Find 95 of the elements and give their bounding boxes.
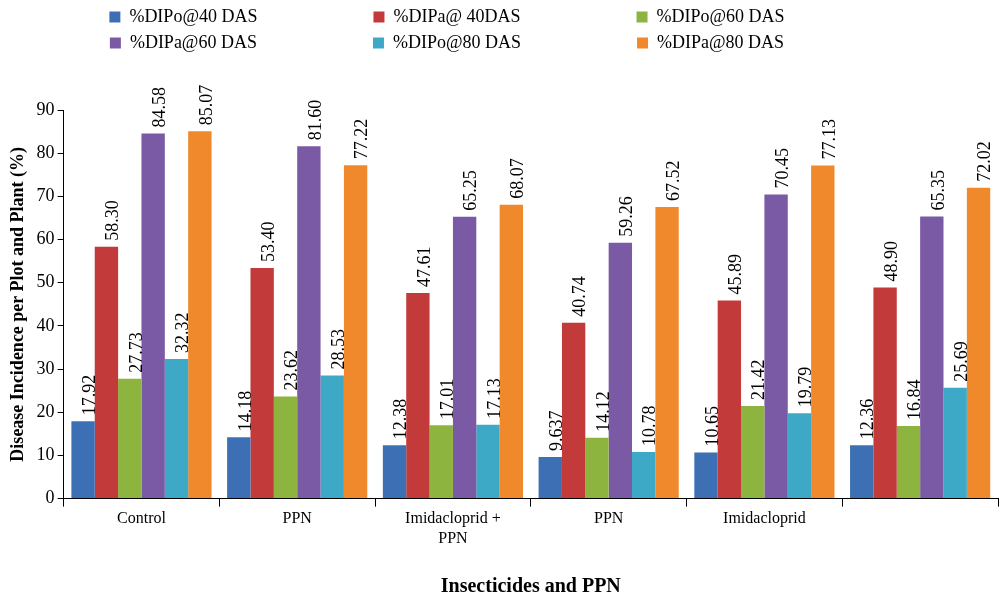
data-label: 72.02 <box>974 141 995 182</box>
bar <box>873 287 897 499</box>
bar <box>499 204 524 499</box>
data-label: 32.32 <box>172 312 193 354</box>
bar <box>188 131 212 499</box>
bar <box>694 452 718 499</box>
data-label: 68.07 <box>507 158 528 199</box>
bar <box>896 425 921 499</box>
data-label: 16.84 <box>904 379 925 420</box>
data-label: 65.35 <box>927 169 948 211</box>
bar <box>406 293 430 499</box>
bar <box>717 300 742 499</box>
data-label: 81.60 <box>304 99 325 141</box>
data-label: 28.53 <box>327 328 348 370</box>
x-tick-label: Imidacloprid <box>723 509 806 528</box>
bar <box>850 445 874 499</box>
bar <box>608 242 633 499</box>
bar <box>227 437 251 499</box>
bar <box>632 452 656 499</box>
bar <box>585 437 609 499</box>
bar <box>452 216 477 499</box>
x-axis-title: Insecticides and PPN <box>440 574 622 597</box>
y-tick-label: 10 <box>36 444 55 465</box>
y-tick-label: 40 <box>36 314 55 335</box>
data-label: 12.36 <box>857 398 878 440</box>
bar <box>811 165 835 499</box>
data-label: 48.90 <box>880 240 901 282</box>
bar <box>164 359 189 499</box>
y-tick-label: 0 <box>45 487 55 508</box>
y-tick-label: 20 <box>36 400 55 421</box>
bar <box>655 207 679 499</box>
data-label: 19.79 <box>795 366 816 408</box>
data-label: 67.52 <box>662 160 683 202</box>
bar <box>920 216 944 499</box>
data-label: 10.65 <box>701 406 722 447</box>
data-label: 84.58 <box>148 86 169 128</box>
y-tick-label: 60 <box>36 228 55 249</box>
data-label: 10.78 <box>639 405 660 447</box>
bar <box>741 406 765 499</box>
bar <box>764 194 788 499</box>
data-label: 70.45 <box>771 147 792 189</box>
data-label: 77.22 <box>351 118 372 160</box>
legend-label: %DIPa@ 40DAS <box>393 5 629 26</box>
bar <box>382 445 407 499</box>
data-label: 59.26 <box>616 196 637 237</box>
data-label: 21.42 <box>748 359 769 401</box>
data-label: 25.69 <box>950 341 971 382</box>
data-label: 9.637 <box>546 410 566 451</box>
x-tick-label: PPN <box>593 509 624 527</box>
data-label: 65.25 <box>460 170 481 211</box>
data-label: 17.01 <box>436 378 457 420</box>
data-label: 45.89 <box>725 253 746 295</box>
data-label: 77.13 <box>818 119 839 160</box>
legend-label: %DIPo@40 DAS <box>129 5 366 26</box>
y-tick-label: 90 <box>36 98 55 119</box>
bar <box>141 133 165 499</box>
bar <box>943 387 967 499</box>
y-tick-label: 70 <box>36 185 55 206</box>
bar <box>94 246 119 499</box>
data-label: 47.61 <box>413 246 434 288</box>
legend-label: %DIPa@80 DAS <box>657 31 893 52</box>
bar <box>250 268 274 499</box>
x-tick-label: PPN <box>282 509 313 527</box>
bar <box>320 375 344 499</box>
bar <box>561 322 586 499</box>
data-label: 53.40 <box>257 221 278 263</box>
y-axis-title: Disease Incidence per Plot and Plant (%) <box>7 146 29 462</box>
data-label: 40.74 <box>569 276 590 317</box>
bar <box>71 421 95 499</box>
legend-label: %DIPo@60 DAS <box>656 5 893 26</box>
legend-label: %DIPo@80 DAS <box>392 31 630 52</box>
bar <box>273 396 298 499</box>
bar <box>538 456 562 499</box>
y-tick-label: 50 <box>36 271 55 292</box>
data-label: 14.12 <box>592 391 613 432</box>
data-label: 17.92 <box>78 374 99 416</box>
bar <box>343 165 368 499</box>
y-tick-label: 30 <box>36 357 55 378</box>
data-label: 23.62 <box>281 350 302 391</box>
bar <box>429 425 453 499</box>
data-label: 17.13 <box>483 378 504 419</box>
data-label: 14.18 <box>234 390 255 432</box>
y-tick-label: 80 <box>36 141 55 162</box>
data-label: 12.38 <box>390 398 411 440</box>
bar <box>118 378 142 499</box>
data-label: 27.73 <box>125 332 146 373</box>
data-label: 85.07 <box>195 84 216 126</box>
bar <box>476 424 500 499</box>
bar <box>787 413 812 499</box>
x-tick-label: Imidacloprid + PPN <box>405 509 501 546</box>
data-label: 58.30 <box>102 200 123 241</box>
x-tick-label: Control <box>117 509 167 527</box>
legend-label: %DIPa@60 DAS <box>129 31 365 52</box>
bar <box>966 187 991 499</box>
bar <box>297 146 321 499</box>
